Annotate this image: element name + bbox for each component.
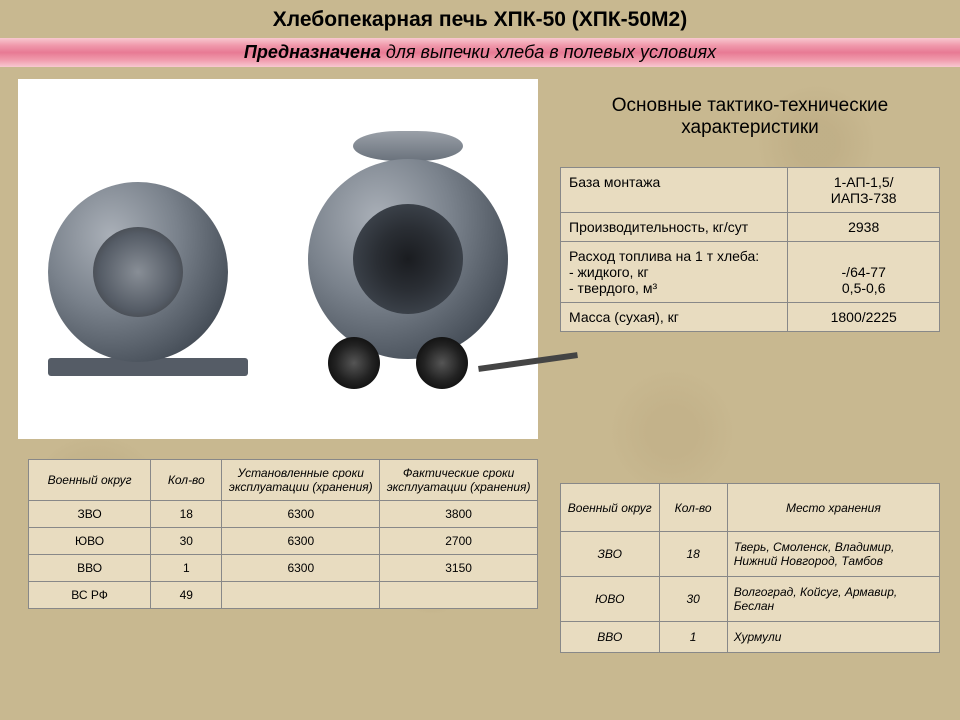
table-row: ВВО163003150 [29,555,538,582]
table-row: ЮВО3063002700 [29,528,538,555]
table-cell: ВС РФ [29,582,151,609]
header: Хлебопекарная печь ХПК-50 (ХПК-50М2) [0,0,960,38]
table-header: Военный округ [29,460,151,501]
oven-left-icon [48,182,248,376]
table-cell: 30 [151,528,222,555]
table-cell [222,582,380,609]
table-cell: ЗВО [29,501,151,528]
table-cell: ЗВО [561,532,660,577]
table-row: ВВО1Хурмули [561,622,940,653]
table-cell: ЮВО [29,528,151,555]
specs-title: Основные тактико-технические характерист… [560,95,940,139]
table-header: Место хранения [727,484,939,532]
districts-lifespan-table: Военный округКол-воУстановленные сроки э… [28,459,538,609]
subtitle-bar: Предназначена для выпечки хлеба в полевы… [0,38,960,67]
table-cell: 1 [151,555,222,582]
page-title: Хлебопекарная печь ХПК-50 (ХПК-50М2) [0,8,960,32]
table-cell: 6300 [222,555,380,582]
table-cell: 49 [151,582,222,609]
table-row: ВС РФ49 [29,582,538,609]
table-cell: 3150 [380,555,538,582]
oven-right-icon [308,159,508,359]
table-row: ЗВО18Тверь, Смоленск, Владимир, Нижний Н… [561,532,940,577]
specs-label: Масса (сухая), кг [561,303,788,332]
table-cell: 18 [659,532,727,577]
specs-value: 2938 [788,213,940,242]
specs-label: Расход топлива на 1 т хлеба: - жидкого, … [561,242,788,303]
table-cell [380,582,538,609]
subtitle-bold: Предназначена [244,42,381,62]
table-cell: 6300 [222,501,380,528]
table-cell: ЮВО [561,577,660,622]
table-row: ЮВО30Волгоград, Койсуг, Армавир, Беслан [561,577,940,622]
table-header: Установленные сроки эксплуатации (хранен… [222,460,380,501]
table-header: Кол-во [151,460,222,501]
table-cell: 6300 [222,528,380,555]
table-cell: ВВО [561,622,660,653]
table-header: Фактические сроки эксплуатации (хранения… [380,460,538,501]
subtitle-rest: для выпечки хлеба в полевых условиях [381,42,716,62]
table-cell: Тверь, Смоленск, Владимир, Нижний Новгор… [727,532,939,577]
table-cell: Хурмули [727,622,939,653]
table-cell: Волгоград, Койсуг, Армавир, Беслан [727,577,939,622]
specs-label: База монтажа [561,168,788,213]
table-header: Военный округ [561,484,660,532]
table-row: ЗВО1863003800 [29,501,538,528]
specs-value: -/64-77 0,5-0,6 [788,242,940,303]
table-cell: ВВО [29,555,151,582]
districts-storage-table: Военный округКол-воМесто хранения ЗВО18Т… [560,483,940,653]
specs-value: 1800/2225 [788,303,940,332]
specs-value: 1-АП-1,5/ ИАПЗ-738 [788,168,940,213]
table-cell: 3800 [380,501,538,528]
specs-table: База монтажа1-АП-1,5/ ИАПЗ-738Производит… [560,167,940,332]
table-header: Кол-во [659,484,727,532]
table-cell: 1 [659,622,727,653]
table-cell: 2700 [380,528,538,555]
specs-label: Производительность, кг/сут [561,213,788,242]
equipment-photo [18,79,538,439]
table-cell: 30 [659,577,727,622]
table-cell: 18 [151,501,222,528]
